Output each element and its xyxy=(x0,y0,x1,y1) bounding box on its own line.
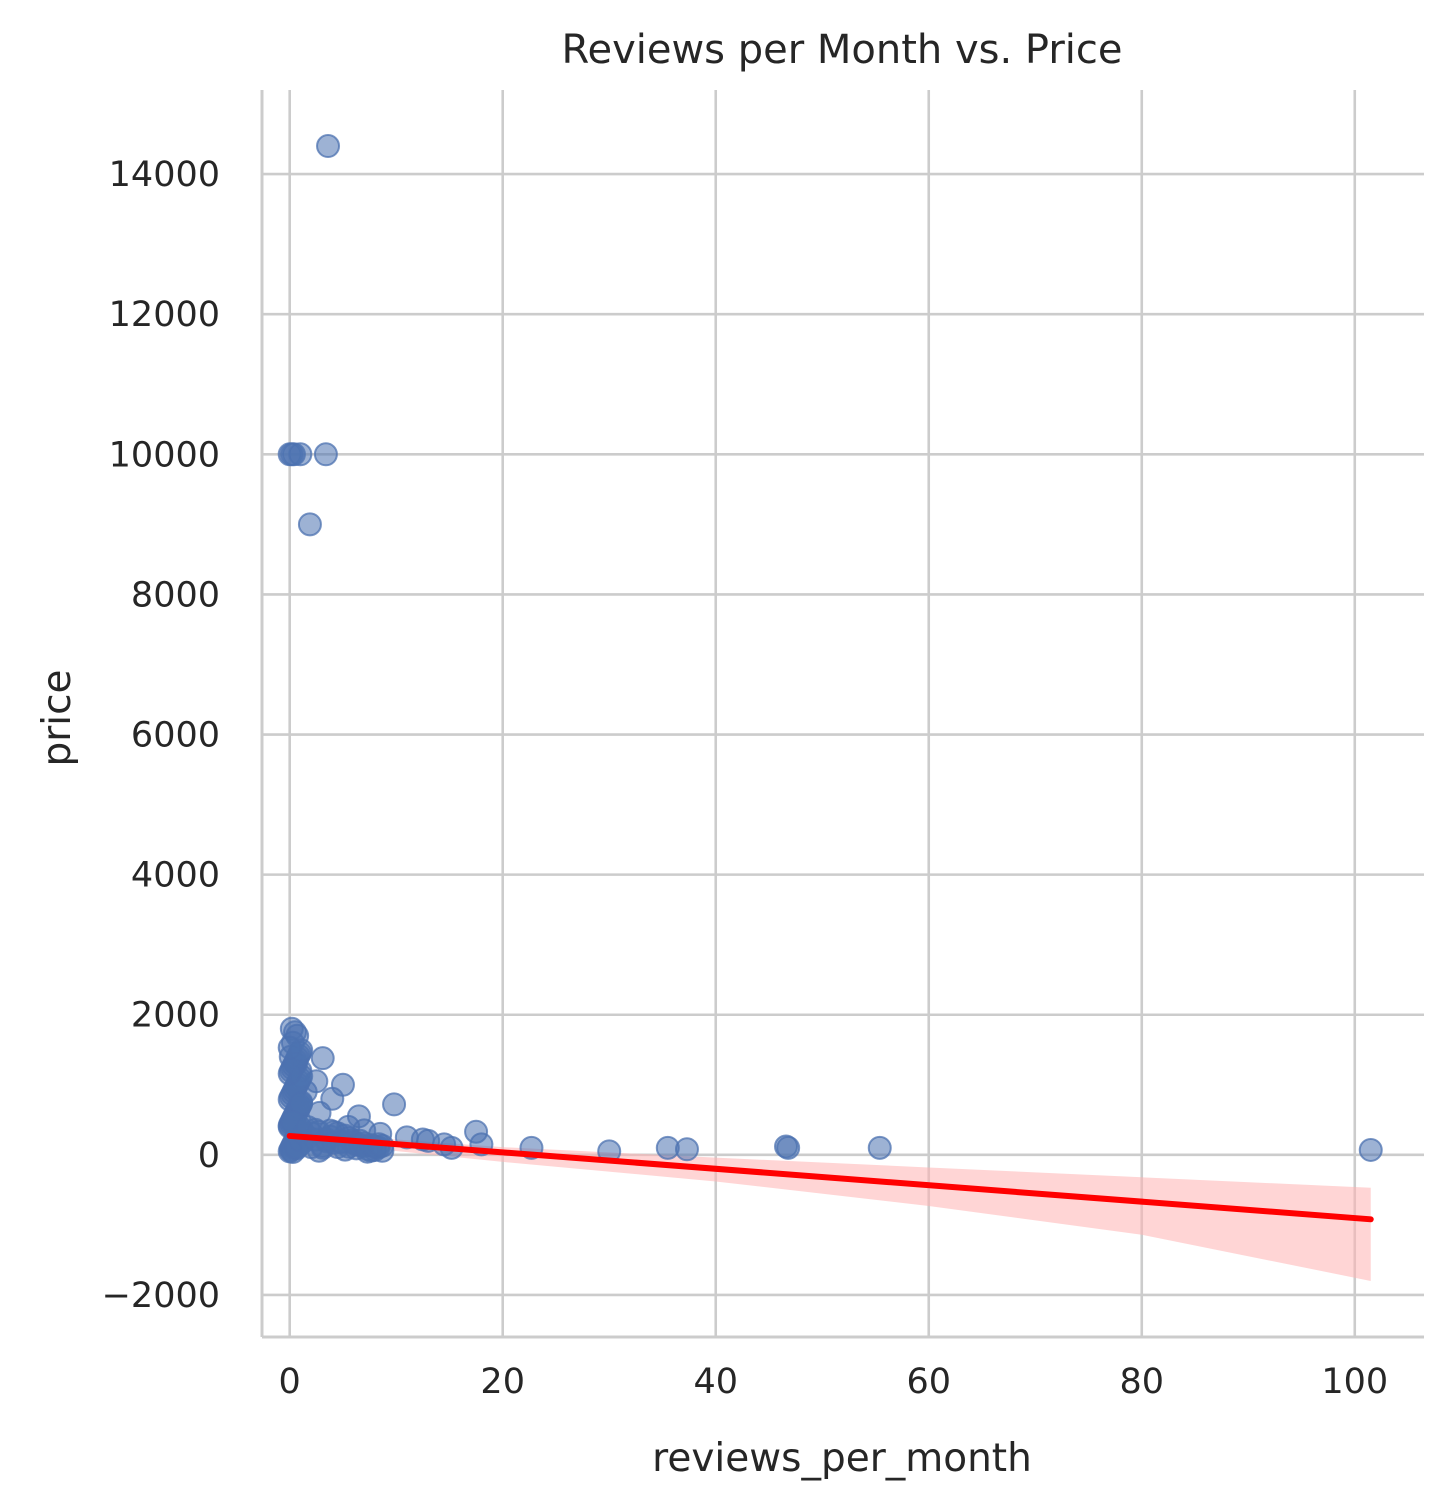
data-point-39 xyxy=(1358,1137,1383,1162)
x-tick-label-5: 100 xyxy=(1321,1362,1388,1402)
regression-line xyxy=(286,1132,1374,1223)
y-tick-label-0: −2000 xyxy=(102,1276,220,1316)
y-tick-label-1: 0 xyxy=(198,1136,220,1176)
y-tick-label-7: 12000 xyxy=(109,295,220,335)
data-point-37 xyxy=(776,1135,801,1160)
y-tick-label-5: 8000 xyxy=(131,575,220,615)
chart-title: Reviews per Month vs. Price xyxy=(561,27,1122,73)
data-point-cluster-40 xyxy=(277,1035,302,1060)
y-tick-label-8: 14000 xyxy=(109,155,220,195)
x-tick-label-4: 80 xyxy=(1119,1362,1164,1402)
y-axis-label: price xyxy=(35,669,80,766)
x-tick-label-3: 60 xyxy=(906,1362,951,1402)
data-point-14 xyxy=(310,1046,335,1071)
grid-lines xyxy=(262,90,1424,1337)
x-tick-label-0: 0 xyxy=(279,1362,301,1402)
data-point-6 xyxy=(297,512,322,537)
data-point-19 xyxy=(382,1092,407,1117)
x-tick-labels: 0 20 40 60 80 100 xyxy=(279,1362,1389,1402)
y-tick-label-6: 10000 xyxy=(109,435,220,475)
data-points xyxy=(277,134,1383,1165)
y-tick-labels: −2000 0 2000 4000 6000 8000 10000 12000 14000 xyxy=(102,155,220,1316)
data-point-5 xyxy=(313,442,338,467)
y-tick-label-3: 4000 xyxy=(131,856,220,896)
x-tick-label-1: 20 xyxy=(480,1362,525,1402)
data-point-0 xyxy=(316,134,341,159)
data-point-4 xyxy=(288,442,313,467)
y-tick-label-2: 2000 xyxy=(131,996,220,1036)
x-tick-label-2: 40 xyxy=(693,1362,738,1402)
x-axis-label: reviews_per_month xyxy=(652,1436,1032,1481)
data-point-35 xyxy=(674,1137,699,1162)
data-point-38 xyxy=(867,1135,892,1160)
y-tick-label-4: 6000 xyxy=(131,716,220,756)
